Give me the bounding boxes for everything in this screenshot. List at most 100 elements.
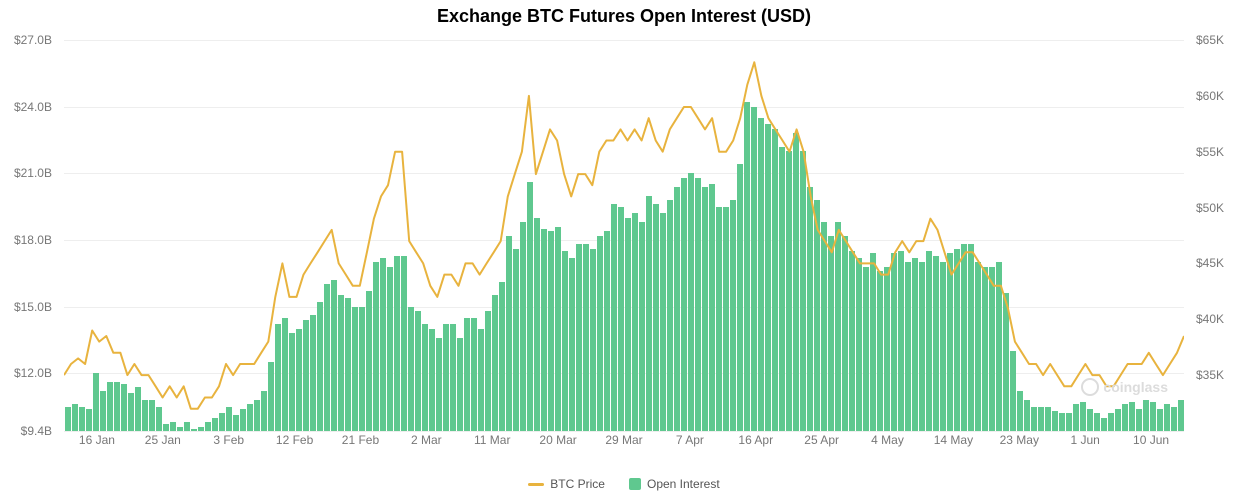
- bar: [107, 382, 113, 431]
- bar: [667, 200, 673, 431]
- legend-item-btc-price[interactable]: BTC Price: [528, 477, 605, 491]
- bar: [947, 253, 953, 431]
- bar: [905, 262, 911, 431]
- bar: [800, 151, 806, 431]
- y-right-tick: $65K: [1196, 33, 1224, 47]
- bar: [821, 222, 827, 431]
- bar: [1073, 404, 1079, 431]
- bar: [86, 409, 92, 431]
- bar: [219, 413, 225, 431]
- legend-box-swatch: [629, 478, 641, 490]
- x-tick: 21 Feb: [342, 433, 379, 447]
- bar: [170, 422, 176, 431]
- y-left-tick: $12.0B: [14, 366, 52, 380]
- x-tick: 23 May: [1000, 433, 1039, 447]
- bar: [835, 222, 841, 431]
- bar: [653, 204, 659, 431]
- bar: [604, 231, 610, 431]
- bar: [751, 107, 757, 431]
- bar: [996, 262, 1002, 431]
- bar: [975, 262, 981, 431]
- y-right-tick: $55K: [1196, 145, 1224, 159]
- bar: [646, 196, 652, 431]
- bar: [870, 253, 876, 431]
- bar: [814, 200, 820, 431]
- bar: [562, 251, 568, 431]
- bar: [478, 329, 484, 431]
- bar: [849, 251, 855, 431]
- x-tick: 16 Apr: [738, 433, 773, 447]
- bar: [737, 164, 743, 431]
- bar: [212, 418, 218, 431]
- bar: [1080, 402, 1086, 431]
- bar: [541, 229, 547, 431]
- bar: [471, 318, 477, 431]
- bar: [135, 387, 141, 431]
- y-left-tick: $27.0B: [14, 33, 52, 47]
- bar: [177, 427, 183, 431]
- bar: [534, 218, 540, 431]
- legend-bar-label: Open Interest: [647, 477, 720, 491]
- x-tick: 12 Feb: [276, 433, 313, 447]
- bar: [485, 311, 491, 431]
- bar: [1052, 411, 1058, 431]
- bar: [268, 362, 274, 431]
- bar: [1115, 409, 1121, 431]
- bar: [954, 249, 960, 431]
- bar: [590, 249, 596, 431]
- bar: [639, 222, 645, 431]
- bar: [1129, 402, 1135, 431]
- bar: [254, 400, 260, 431]
- bar: [898, 251, 904, 431]
- y-left-tick: $24.0B: [14, 100, 52, 114]
- bar: [807, 187, 813, 431]
- x-tick: 11 Mar: [474, 433, 510, 447]
- bar: [1101, 418, 1107, 431]
- y-right-tick: $35K: [1196, 368, 1224, 382]
- bar: [828, 236, 834, 432]
- bar: [1024, 400, 1030, 431]
- y-right-tick: $50K: [1196, 201, 1224, 215]
- bar: [464, 318, 470, 431]
- bar: [373, 262, 379, 431]
- x-tick: 3 Feb: [213, 433, 244, 447]
- x-tick: 1 Jun: [1070, 433, 1099, 447]
- bar: [1122, 404, 1128, 431]
- bar: [709, 184, 715, 431]
- x-tick: 7 Apr: [676, 433, 704, 447]
- y-right-tick: $45K: [1196, 256, 1224, 270]
- bar: [1178, 400, 1184, 431]
- bar: [548, 231, 554, 431]
- bar: [352, 307, 358, 431]
- bar: [919, 262, 925, 431]
- bar: [793, 133, 799, 431]
- bar: [282, 318, 288, 431]
- legend-line-swatch: [528, 483, 544, 486]
- bar: [611, 204, 617, 431]
- bar: [884, 267, 890, 431]
- bar: [1059, 413, 1065, 431]
- bar: [1094, 413, 1100, 431]
- bar: [1087, 409, 1093, 431]
- bar: [198, 427, 204, 431]
- bar: [968, 244, 974, 431]
- bar: [926, 251, 932, 431]
- bar: [324, 284, 330, 431]
- y-right-tick: $60K: [1196, 89, 1224, 103]
- bar: [744, 102, 750, 431]
- x-tick: 16 Jan: [79, 433, 115, 447]
- x-tick: 25 Jan: [145, 433, 181, 447]
- bar: [65, 407, 71, 431]
- y-left-tick: $9.4B: [21, 424, 52, 438]
- bar: [184, 422, 190, 431]
- bar: [422, 324, 428, 431]
- x-axis: 16 Jan25 Jan3 Feb12 Feb21 Feb2 Mar11 Mar…: [64, 433, 1184, 453]
- bar: [583, 244, 589, 431]
- bar: [961, 244, 967, 431]
- bar: [1164, 404, 1170, 431]
- bar: [1038, 407, 1044, 431]
- y-axis-right: $35K$40K$45K$50K$55K$60K$65K: [1188, 40, 1248, 431]
- bar: [877, 271, 883, 431]
- legend-item-open-interest[interactable]: Open Interest: [629, 477, 720, 491]
- bar: [891, 253, 897, 431]
